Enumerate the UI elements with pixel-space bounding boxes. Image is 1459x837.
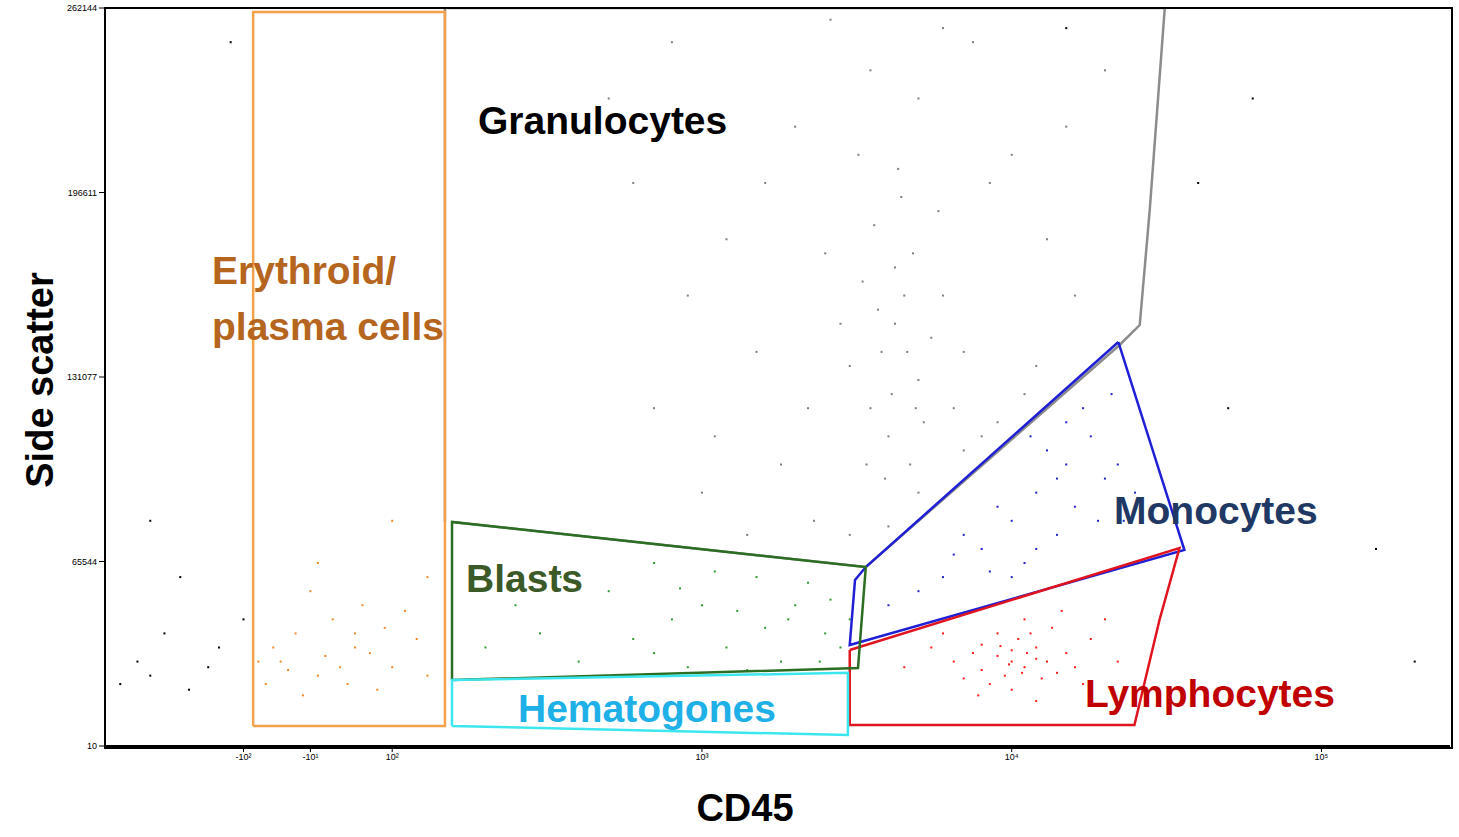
svg-text:-10¹: -10¹ bbox=[302, 752, 318, 762]
html-text:Erythroid/ plasma cells: Erythroid/ plasma cells bbox=[212, 249, 444, 348]
svg-text:10⁵: 10⁵ bbox=[1315, 752, 1329, 762]
svg-text:-10²: -10² bbox=[236, 752, 252, 762]
html-text:Granulocytes: Granulocytes bbox=[478, 99, 728, 142]
svg-text:65544: 65544 bbox=[72, 557, 97, 567]
html-text:Blasts: Blasts bbox=[466, 557, 584, 600]
svg-text:10: 10 bbox=[87, 741, 97, 751]
html-text:Monocytes: Monocytes bbox=[1114, 489, 1318, 532]
html-text:Lymphocytes: Lymphocytes bbox=[1085, 672, 1335, 715]
svg-text:262144: 262144 bbox=[67, 3, 97, 13]
svg-text:196611: 196611 bbox=[68, 188, 97, 198]
svg-text:10³: 10³ bbox=[695, 752, 708, 762]
svg-text:10²: 10² bbox=[386, 752, 399, 762]
html-text:CD45: CD45 bbox=[696, 786, 794, 829]
svg-text:10⁴: 10⁴ bbox=[1005, 752, 1019, 762]
svg-text:131077: 131077 bbox=[67, 372, 97, 382]
html-text:Hematogones: Hematogones bbox=[518, 687, 776, 730]
html-text:Side scatter: Side scatter bbox=[18, 272, 61, 488]
